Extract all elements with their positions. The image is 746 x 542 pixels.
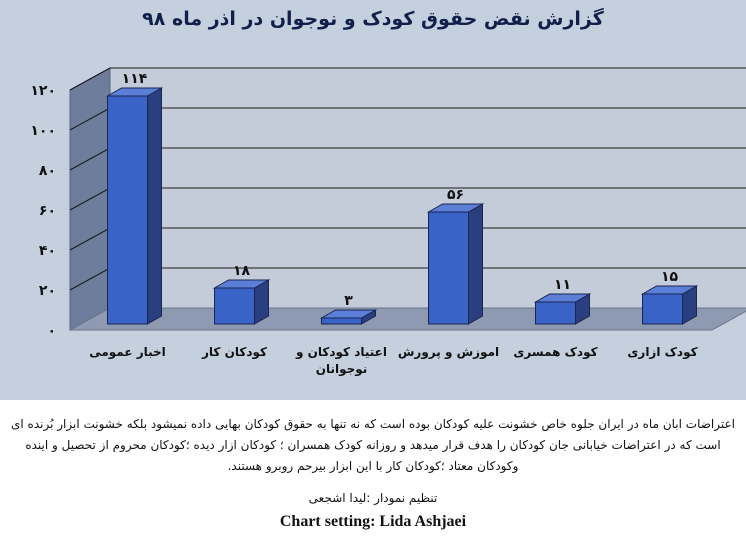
y-tick-label: ۶۰ [39, 203, 56, 219]
x-tick-label: کودک همسری [513, 345, 597, 360]
caption-text: اعتراضات ابان ماه در ایران جلوه خاص خشون… [11, 417, 735, 473]
bar [535, 301, 576, 325]
gridline-side [69, 187, 111, 211]
data-label: ۱۸ [233, 263, 251, 279]
gridline-side [69, 227, 111, 251]
credit-english: Chart setting: Lida Ashjaei [279, 513, 467, 530]
bar [107, 95, 148, 325]
credit-persian: تنظیم نمودار :لیدا اشجعی [308, 491, 438, 505]
bar [642, 293, 683, 325]
data-label: ۱۱ [554, 277, 571, 293]
chart-title: گزارش نقض حقوق کودک و نوجوان در اذر ماه … [142, 8, 604, 30]
y-tick-label: ۴۰ [39, 243, 56, 259]
x-tick-label: اخبار عمومی [89, 345, 166, 360]
bar [428, 211, 469, 325]
y-tick-label: ۲۰ [39, 283, 56, 299]
x-tick-label: اموزش و پرورش [398, 345, 499, 360]
y-tick-label: ۰ [47, 323, 56, 339]
bar-side [147, 87, 162, 325]
x-tick-label: نوجوانان [316, 362, 368, 377]
gridline-side [69, 67, 111, 91]
x-tick-label: کودک ازاری [627, 345, 697, 360]
bar [214, 287, 255, 325]
bar [321, 317, 362, 325]
gridline-side [69, 107, 111, 131]
gridline-side [69, 267, 111, 291]
bar-side [468, 203, 483, 325]
bar-chart: ۰ ۲۰ ۴۰ ۶۰ ۸۰ ۱۰۰ ۱۲۰ ۱۱۴ اخبار عمومی ۱۸ کودکان کا… [30, 67, 746, 377]
x-tick-label: اعتیاد کودکان و [295, 345, 387, 360]
y-tick-label: ۱۰۰ [30, 123, 56, 139]
data-label: ۱۵ [661, 269, 679, 285]
chart-area: ۰ ۲۰ ۴۰ ۶۰ ۸۰ ۱۰۰ ۱۲۰ ۱۱۴ اخبار عمومی ۱۸ کودکان کا… [0, 0, 746, 400]
x-tick-label: کودکان کار [201, 345, 267, 360]
data-label: ۵۶ [447, 187, 464, 203]
y-tick-label: ۱۲۰ [30, 83, 56, 99]
data-label: ۳ [344, 293, 353, 309]
y-tick-label: ۸۰ [39, 163, 56, 179]
data-label: ۱۱۴ [122, 71, 148, 87]
gridline-side [69, 147, 111, 171]
